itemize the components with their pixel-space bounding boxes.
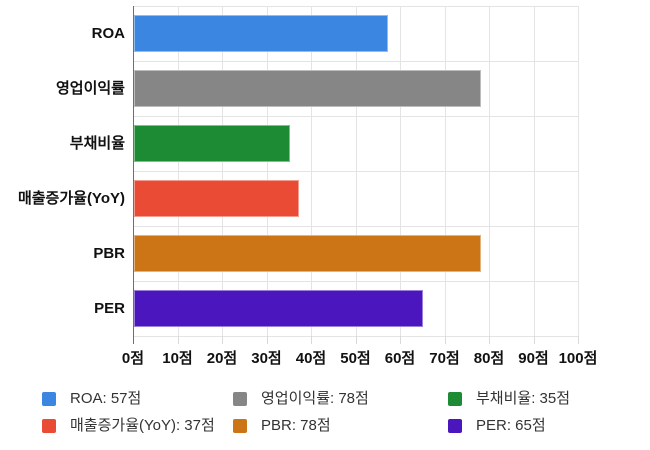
gridline-vertical <box>578 6 579 336</box>
category-label: 매출증가율(YoY) <box>17 189 125 207</box>
legend-item: 영업이익률: 78점 <box>233 390 448 408</box>
legend-swatch-icon <box>233 391 247 406</box>
x-axis-tick <box>400 336 401 344</box>
x-tick-label: 60점 <box>384 350 416 367</box>
legend-item: 부채비율: 35점 <box>448 390 570 408</box>
category-label: ROA <box>91 24 125 42</box>
x-tick-label: 10점 <box>162 350 193 367</box>
x-tick-label: 30점 <box>251 350 282 367</box>
legend-label: 영업이익률: 78점 <box>261 389 369 407</box>
bar <box>134 70 482 107</box>
gridline-vertical <box>311 6 312 336</box>
x-tick-label: 70점 <box>429 350 460 367</box>
legend-item: PBR: 78점 <box>233 417 448 435</box>
legend-label: ROA: 57점 <box>70 389 142 407</box>
gridline-vertical <box>533 6 535 336</box>
legend-label: PER: 65점 <box>476 416 546 434</box>
legend-swatch-icon <box>448 418 462 433</box>
x-tick-label: 90점 <box>518 350 549 367</box>
category-label: 부채비율 <box>69 134 125 152</box>
x-axis-tick <box>489 336 490 344</box>
category-label: PER <box>94 299 125 317</box>
bar <box>134 15 388 52</box>
gridline-vertical <box>489 6 490 336</box>
bar <box>134 180 299 217</box>
legend-row: 매출증가율(YoY): 37점 PBR: 78점 PER: 65점 <box>42 412 642 439</box>
gridline-vertical <box>400 6 401 336</box>
legend-label: 부채비율: 35점 <box>476 389 571 407</box>
x-axis-tick <box>355 336 357 344</box>
x-axis-tick <box>177 336 179 344</box>
x-tick-label: 20점 <box>206 350 238 367</box>
x-axis-tick <box>311 336 312 344</box>
y-axis-line <box>133 6 134 344</box>
legend-item: ROA: 57점 <box>42 390 233 408</box>
x-axis-tick <box>266 336 268 344</box>
category-label: 영업이익률 <box>55 79 125 97</box>
legend-swatch-icon <box>233 418 247 433</box>
bar <box>134 125 290 162</box>
bar <box>134 290 424 327</box>
legend-swatch-icon <box>42 391 56 406</box>
legend-row: ROA: 57점 영업이익률: 78점 부채비율: 35점 <box>42 385 642 412</box>
x-tick-label: 80점 <box>473 350 505 367</box>
x-tick-label: 0점 <box>121 350 145 367</box>
category-label: PBR <box>93 244 125 262</box>
legend-swatch-icon <box>448 391 462 406</box>
x-axis-tick <box>444 336 446 344</box>
legend-label: 매출증가율(YoY): 37점 <box>70 416 215 434</box>
x-tick-label: 40점 <box>295 350 327 367</box>
x-tick-label: 50점 <box>340 350 371 367</box>
x-axis-tick <box>533 336 535 344</box>
x-axis-tick <box>578 336 579 344</box>
x-tick-label: 100점 <box>558 350 598 367</box>
gridline-vertical <box>355 6 357 336</box>
gridline-vertical <box>222 6 223 336</box>
legend-swatch-icon <box>42 418 56 433</box>
legend-item: PER: 65점 <box>448 417 546 435</box>
gridline-vertical <box>177 6 179 336</box>
legend-item: 매출증가율(YoY): 37점 <box>42 417 233 435</box>
bar <box>134 235 482 272</box>
x-axis-tick <box>222 336 223 344</box>
gridline-vertical <box>444 6 446 336</box>
legend-label: PBR: 78점 <box>261 416 331 434</box>
gridline-vertical <box>266 6 268 336</box>
